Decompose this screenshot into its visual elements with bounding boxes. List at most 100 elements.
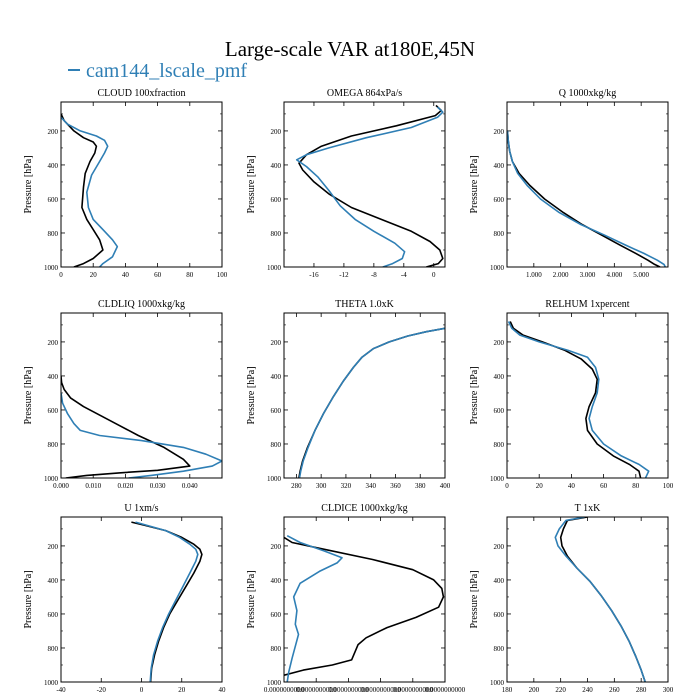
observed-line xyxy=(61,375,191,478)
x-tick-label: -4 xyxy=(401,271,407,279)
x-tick-label: 240 xyxy=(582,686,593,694)
y-tick-label: 800 xyxy=(48,441,59,449)
x-tick-label: 0.020 xyxy=(118,482,134,490)
panel-title: OMEGA 864xPa/s xyxy=(327,88,402,99)
x-tick-label: 60 xyxy=(600,482,608,490)
y-tick-label: 200 xyxy=(494,543,505,551)
legend-line-icon xyxy=(68,69,80,72)
y-tick-label: 400 xyxy=(48,162,59,170)
y-tick-label: 400 xyxy=(48,373,59,381)
panel-title: CLDICE 1000xkg/kg xyxy=(321,503,407,514)
x-tick-label: 20 xyxy=(90,271,98,279)
y-tick-label: 1000 xyxy=(267,679,282,687)
x-tick-label: 220 xyxy=(555,686,566,694)
y-tick-label: 1000 xyxy=(267,475,282,483)
panel-title: CLDLIQ 1000xkg/kg xyxy=(98,299,185,310)
legend: cam144_lscale_pmf xyxy=(68,61,247,81)
x-tick-label: 0.0000000000 xyxy=(264,686,305,694)
y-axis-label: Pressure [hPa] xyxy=(246,366,257,424)
observed-line xyxy=(298,104,444,267)
y-tick-label: 200 xyxy=(494,339,505,347)
y-tick-label: 400 xyxy=(271,577,282,585)
x-tick-label: 4.000 xyxy=(606,271,622,279)
panel-title: Q 1000xkg/kg xyxy=(559,88,617,99)
panel-frame xyxy=(283,516,446,683)
x-tick-label: 60 xyxy=(154,271,162,279)
panel-title: U 1xm/s xyxy=(124,503,158,514)
x-tick-label: 280 xyxy=(636,686,647,694)
y-tick-label: 400 xyxy=(271,373,282,381)
y-tick-label: 800 xyxy=(271,645,282,653)
x-tick-label: 1.000 xyxy=(526,271,542,279)
x-tick-label: 0.0000000000 xyxy=(360,686,401,694)
x-tick-label: 80 xyxy=(632,482,640,490)
model-line xyxy=(507,130,667,267)
y-tick-label: 600 xyxy=(494,407,505,415)
panel-frame xyxy=(60,312,223,479)
y-axis-label: Pressure [hPa] xyxy=(23,366,34,424)
model-line xyxy=(507,321,650,478)
model-line xyxy=(61,392,222,478)
y-axis-label: Pressure [hPa] xyxy=(469,366,480,424)
y-axis-label: Pressure [hPa] xyxy=(23,155,34,213)
x-tick-label: 0.0000000000 xyxy=(425,686,466,694)
model-line xyxy=(286,534,343,682)
x-tick-label: 3.000 xyxy=(580,271,596,279)
x-tick-label: 0.000 xyxy=(53,482,69,490)
x-tick-label: 180 xyxy=(502,686,513,694)
legend-label: cam144_lscale_pmf xyxy=(86,60,248,82)
y-tick-label: 400 xyxy=(271,162,282,170)
y-tick-label: 800 xyxy=(48,230,59,238)
x-tick-label: 0.0000000000 xyxy=(393,686,434,694)
panel-frame xyxy=(506,516,669,683)
x-tick-label: 40 xyxy=(568,482,576,490)
y-tick-label: 800 xyxy=(271,230,282,238)
x-tick-label: -20 xyxy=(97,686,107,694)
x-tick-label: 0.0000000000 xyxy=(296,686,337,694)
y-tick-label: 1000 xyxy=(490,264,505,272)
model-line xyxy=(135,521,199,682)
y-tick-label: 600 xyxy=(494,196,505,204)
x-tick-label: 0 xyxy=(59,271,63,279)
x-tick-label: -40 xyxy=(56,686,66,694)
panel-frame xyxy=(60,516,223,683)
y-tick-label: 600 xyxy=(48,611,59,619)
y-tick-label: 600 xyxy=(271,407,282,415)
panel-title: CLOUD 100xfraction xyxy=(97,88,185,99)
x-tick-label: 40 xyxy=(219,686,227,694)
y-tick-label: 800 xyxy=(271,441,282,449)
model-line xyxy=(298,327,445,478)
y-tick-label: 200 xyxy=(48,128,59,136)
panel-2: Q 1000xkg/kg Pressure [hPa] 200 400 600 800 10… xyxy=(469,88,669,279)
x-tick-label: -12 xyxy=(339,271,349,279)
panel-3: CLDLIQ 1000xkg/kg Pressure [hPa] 200 400 600… xyxy=(23,299,223,490)
panel-7: CLDICE 1000xkg/kg Pressure [hPa] 200 400 600… xyxy=(246,503,466,694)
y-tick-label: 400 xyxy=(494,162,505,170)
y-tick-label: 400 xyxy=(494,577,505,585)
x-tick-label: 100 xyxy=(217,271,228,279)
y-tick-label: 1000 xyxy=(490,679,505,687)
x-tick-label: 300 xyxy=(663,686,674,694)
x-tick-label: 20 xyxy=(536,482,544,490)
x-tick-label: 100 xyxy=(663,482,674,490)
observed-line xyxy=(509,321,642,478)
y-tick-label: 1000 xyxy=(44,679,59,687)
x-tick-label: 0.010 xyxy=(85,482,101,490)
x-tick-label: -8 xyxy=(371,271,377,279)
panel-1: OMEGA 864xPa/s Pressure [hPa] 200 400 600 800… xyxy=(246,88,446,279)
observed-line xyxy=(507,130,661,267)
model-line xyxy=(61,116,119,267)
x-tick-label: 340 xyxy=(365,482,376,490)
y-tick-label: 600 xyxy=(48,196,59,204)
y-tick-label: 1000 xyxy=(44,475,59,483)
y-tick-label: 800 xyxy=(494,441,505,449)
x-tick-label: 40 xyxy=(122,271,130,279)
x-tick-label: -16 xyxy=(309,271,319,279)
y-axis-label: Pressure [hPa] xyxy=(469,570,480,628)
x-tick-label: 5.000 xyxy=(633,271,649,279)
